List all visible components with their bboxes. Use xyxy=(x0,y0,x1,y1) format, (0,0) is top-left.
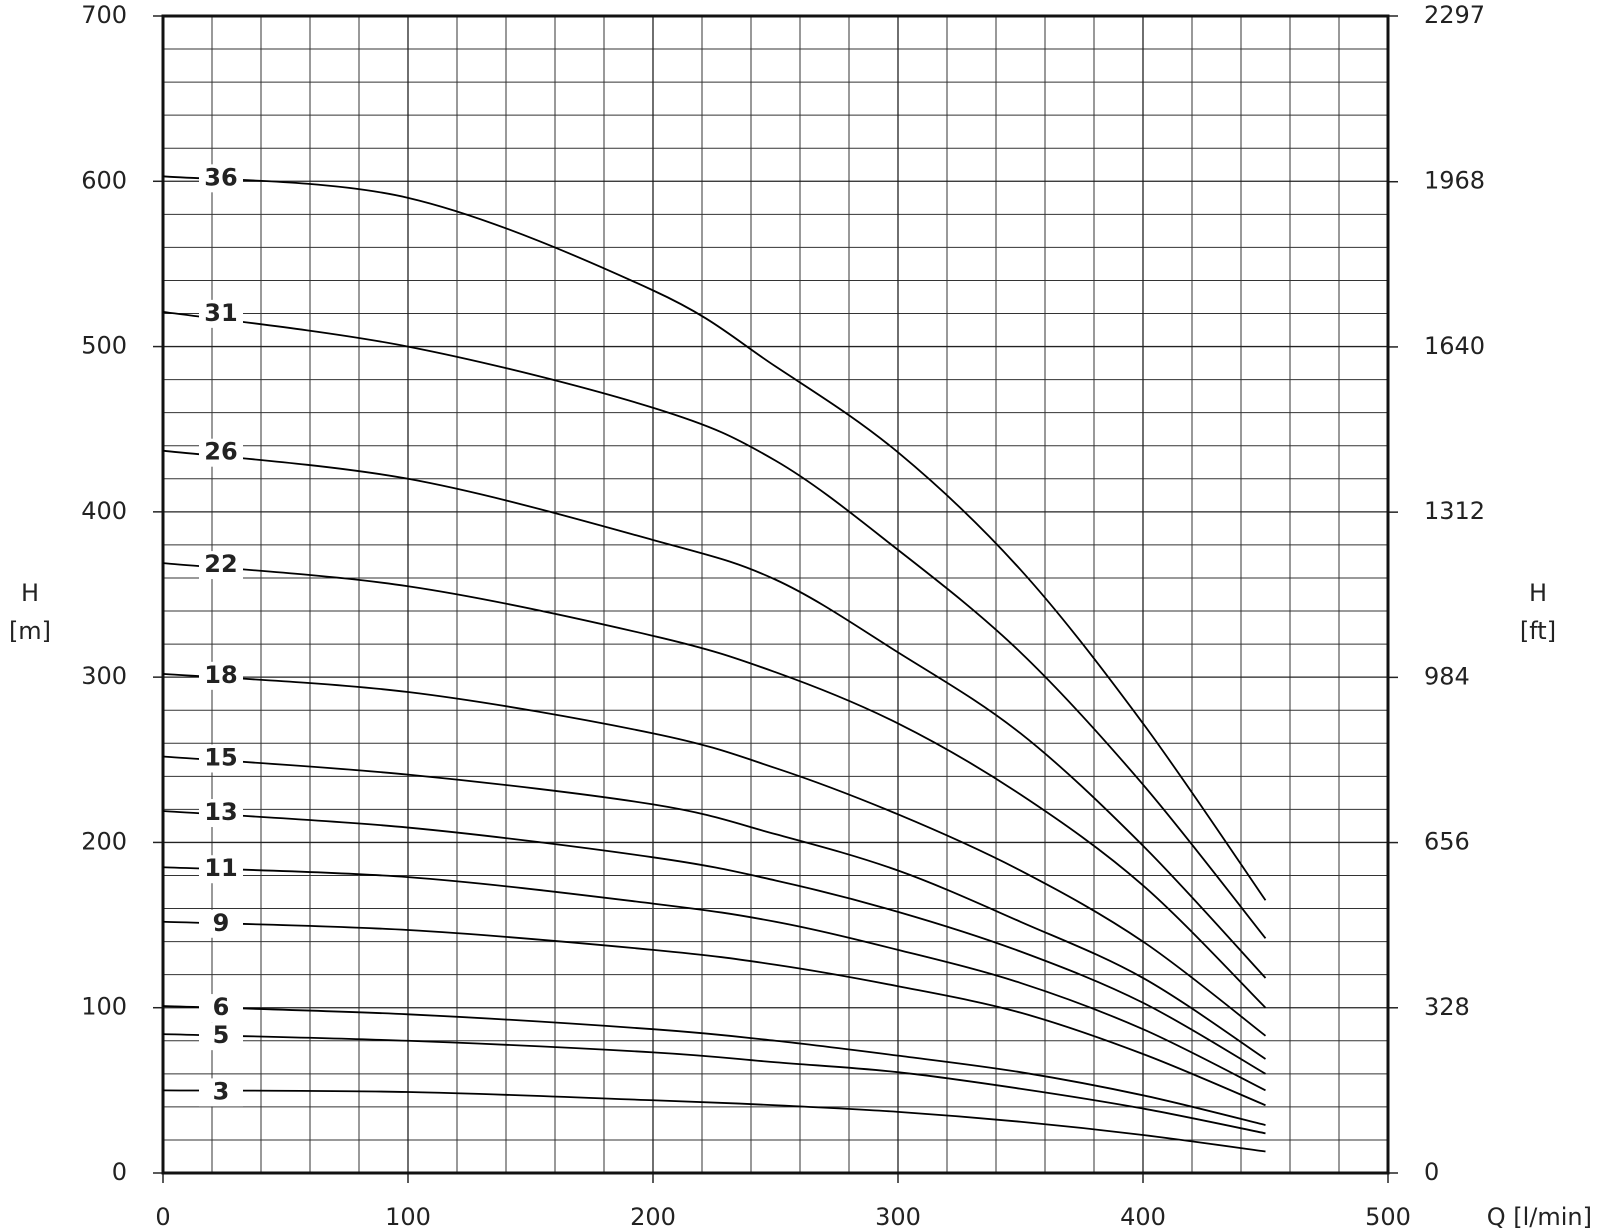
y2-tick-label: 328 xyxy=(1424,993,1470,1021)
curve-label-bg xyxy=(199,661,243,690)
curve-label-bg xyxy=(199,799,243,828)
x-tick-label: 400 xyxy=(1120,1203,1166,1231)
curve-label: 36 xyxy=(204,163,237,191)
curve-label: 13 xyxy=(204,798,237,826)
curve-label-bg xyxy=(199,1078,243,1107)
pump-curve xyxy=(162,755,1266,1060)
curve-label-bg xyxy=(199,909,243,938)
y-tick-label: 500 xyxy=(81,332,127,360)
y2-tick-label: 984 xyxy=(1424,662,1470,690)
pump-curve xyxy=(162,449,1267,979)
y2-axis-unit: [ft] xyxy=(1520,617,1556,645)
pump-curve xyxy=(162,562,1267,1009)
x-tick-label: 500 xyxy=(1365,1203,1411,1231)
x-tick-label: 100 xyxy=(385,1203,431,1231)
pump-curve xyxy=(162,175,1267,901)
x-tick-label: 200 xyxy=(630,1203,676,1231)
x-tick-label: 0 xyxy=(155,1203,170,1231)
curve-label: 26 xyxy=(204,438,237,466)
y2-axis-label: H xyxy=(1529,579,1547,607)
curve-label: 18 xyxy=(204,661,237,689)
y2-tick-label: 0 xyxy=(1424,1158,1439,1186)
curve-label-bg xyxy=(199,744,243,773)
y2-tick-label: 1968 xyxy=(1424,167,1485,195)
curve-label-bg xyxy=(199,855,243,884)
y-tick-label: 200 xyxy=(81,827,127,855)
y2-tick-label: 2297 xyxy=(1424,1,1485,29)
pump-curve xyxy=(162,866,1266,1092)
pump-curve xyxy=(162,810,1266,1075)
y-tick-label: 600 xyxy=(81,166,127,194)
curve-label: 5 xyxy=(213,1021,230,1049)
plot-frame xyxy=(161,14,1390,1175)
pump-curve xyxy=(162,1005,1266,1126)
curve-label: 11 xyxy=(204,854,237,882)
curve-label-bg xyxy=(199,438,243,467)
pump-curve xyxy=(162,672,1267,1037)
curve-label-bg xyxy=(199,1022,243,1051)
x-axis-label: Q [l/min] xyxy=(1487,1203,1592,1231)
pump-curve xyxy=(162,310,1267,939)
pump-curve xyxy=(162,920,1266,1107)
curve-label-bg xyxy=(199,994,243,1023)
curve-label-bg xyxy=(199,551,243,580)
curve-label: 6 xyxy=(213,993,230,1021)
y-tick-label: 0 xyxy=(112,1158,127,1186)
y2-tick-label: 1312 xyxy=(1424,497,1485,525)
y2-tick-label: 1640 xyxy=(1424,332,1485,360)
curve-label: 22 xyxy=(204,550,237,578)
curve-label: 3 xyxy=(213,1077,230,1105)
pump-curve xyxy=(162,1033,1266,1135)
y-tick-label: 700 xyxy=(81,1,127,29)
y-axis-label: H xyxy=(21,579,39,607)
y2-tick-label: 656 xyxy=(1424,828,1470,856)
x-tick-label: 300 xyxy=(875,1203,921,1231)
curve-label: 31 xyxy=(204,299,237,327)
y-axis-unit: [m] xyxy=(9,617,51,645)
curve-label-bg xyxy=(199,299,243,328)
curve-label-bg xyxy=(199,164,243,193)
pump-curve xyxy=(162,1089,1266,1153)
y-tick-label: 100 xyxy=(81,993,127,1021)
curve-label: 9 xyxy=(213,909,230,937)
y-tick-label: 300 xyxy=(81,662,127,690)
curve-label: 15 xyxy=(204,743,237,771)
y-tick-label: 400 xyxy=(81,497,127,525)
